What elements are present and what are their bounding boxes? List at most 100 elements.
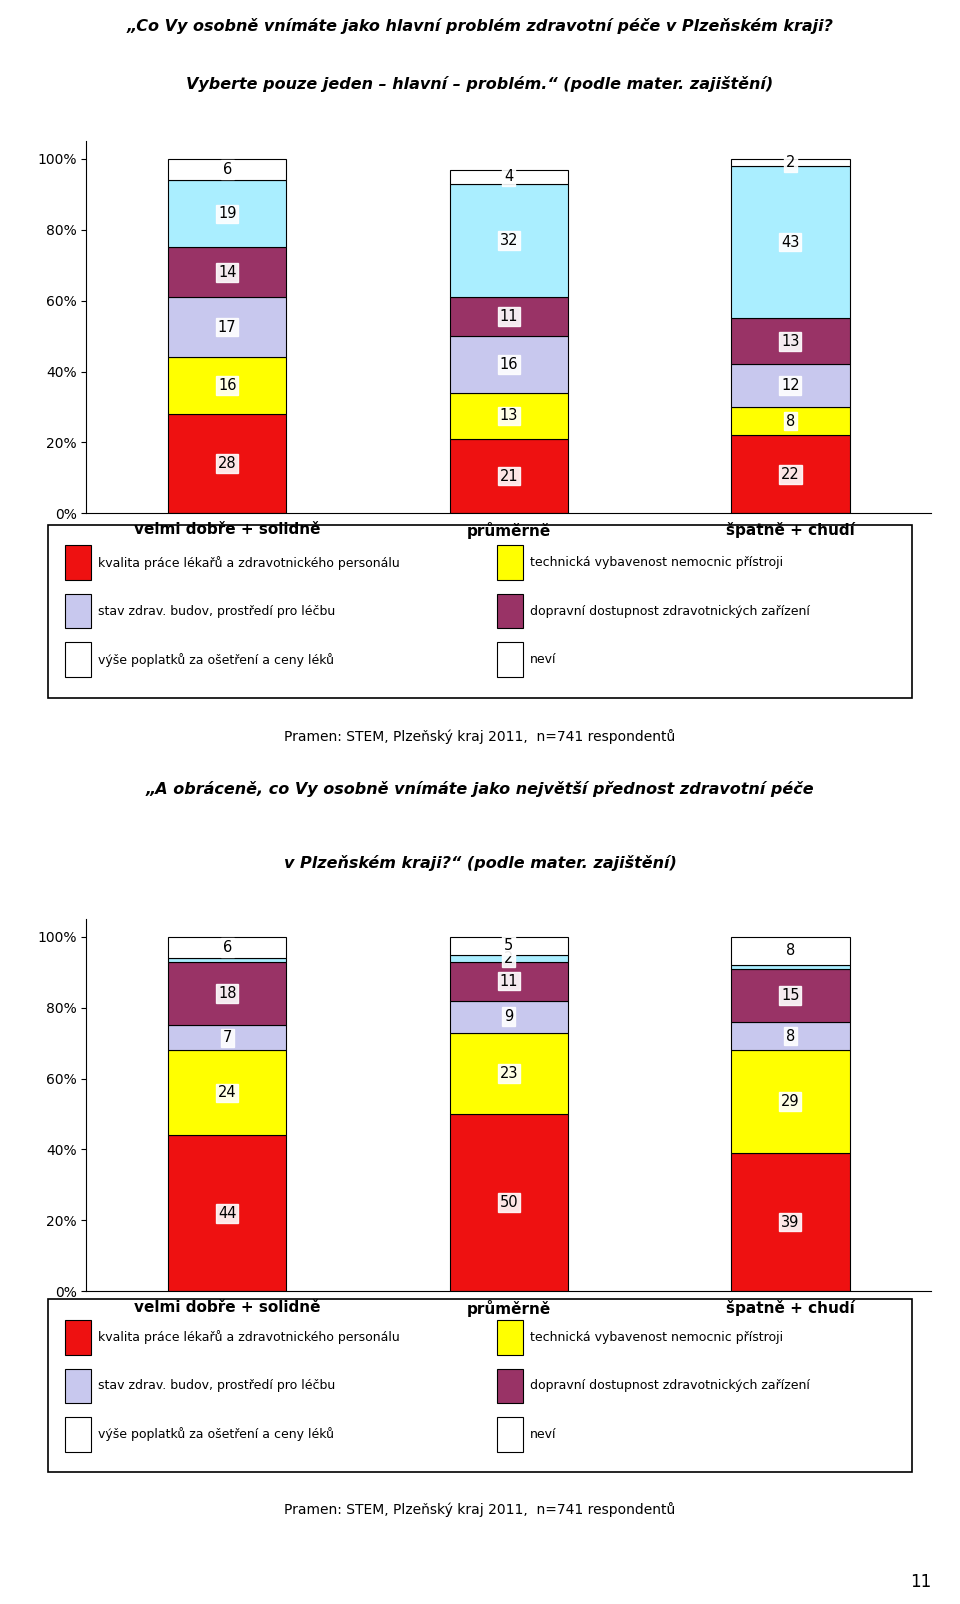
Bar (449, 1033, 568, 1115)
Text: 21: 21 (499, 468, 518, 483)
Text: 23: 23 (499, 1065, 518, 1081)
Text: 11: 11 (910, 1574, 931, 1591)
Bar (732, 937, 850, 966)
Text: 14: 14 (218, 265, 236, 279)
Bar (732, 966, 850, 969)
FancyBboxPatch shape (497, 1320, 523, 1355)
Text: dopravní dostupnost zdravotnických zařízení: dopravní dostupnost zdravotnických zaříz… (530, 1379, 810, 1392)
Text: 15: 15 (781, 988, 800, 1002)
Text: 6: 6 (223, 940, 231, 954)
Bar (449, 393, 568, 439)
Bar (168, 297, 286, 358)
Bar (168, 958, 286, 962)
Text: technická vybavenost nemocnic přístroji: technická vybavenost nemocnic přístroji (530, 1331, 783, 1344)
FancyBboxPatch shape (65, 545, 91, 581)
FancyBboxPatch shape (497, 545, 523, 581)
Text: 24: 24 (218, 1086, 236, 1100)
Text: „Co Vy osobně vnímáte jako hlavní problém zdravotní péče v Plzeňském kraji?: „Co Vy osobně vnímáte jako hlavní problé… (127, 18, 833, 34)
FancyBboxPatch shape (497, 1416, 523, 1452)
Text: 44: 44 (218, 1206, 236, 1221)
Text: 16: 16 (499, 358, 518, 372)
Text: v Plzeňském kraji?“ (podle mater. zajištění): v Plzeňském kraji?“ (podle mater. zajišt… (283, 855, 677, 871)
Bar (168, 962, 286, 1025)
Bar (732, 318, 850, 364)
Text: 19: 19 (218, 207, 236, 221)
Bar (732, 969, 850, 1022)
Bar (168, 247, 286, 297)
Bar (732, 1153, 850, 1291)
Text: 43: 43 (781, 234, 800, 250)
Bar (449, 937, 568, 954)
Bar (168, 180, 286, 247)
Text: 39: 39 (781, 1214, 800, 1230)
Bar (449, 184, 568, 297)
Text: dopravní dostupnost zdravotnických zařízení: dopravní dostupnost zdravotnických zaříz… (530, 605, 810, 618)
Text: 13: 13 (781, 334, 800, 350)
Bar (168, 159, 286, 180)
Bar (449, 439, 568, 513)
Bar (449, 297, 568, 337)
Bar (168, 937, 286, 958)
Text: 2: 2 (504, 951, 514, 966)
Text: výše poplatků za ošetření a ceny léků: výše poplatků za ošetření a ceny léků (98, 1428, 334, 1442)
Text: Pramen: STEM, Plzeňský kraj 2011,  n=741 respondentů: Pramen: STEM, Plzeňský kraj 2011, n=741 … (284, 1501, 676, 1517)
Text: 6: 6 (223, 162, 231, 176)
Bar (732, 1051, 850, 1153)
Text: kvalita práce lékařů a zdravotnického personálu: kvalita práce lékařů a zdravotnického pe… (98, 555, 400, 569)
Bar (168, 1025, 286, 1051)
Text: 9: 9 (504, 1009, 514, 1023)
Bar (732, 364, 850, 407)
Bar (449, 170, 568, 184)
Text: 8: 8 (786, 1028, 795, 1044)
Text: „A obráceně, co Vy osobně vnímáte jako největší přednost zdravotní péče: „A obráceně, co Vy osobně vnímáte jako n… (146, 781, 814, 797)
Text: 17: 17 (218, 319, 236, 335)
Bar (732, 165, 850, 318)
FancyBboxPatch shape (497, 642, 523, 677)
Text: 7: 7 (223, 1030, 232, 1046)
FancyBboxPatch shape (497, 1368, 523, 1404)
Bar (449, 337, 568, 393)
Text: kvalita práce lékařů a zdravotnického personálu: kvalita práce lékařů a zdravotnického pe… (98, 1330, 400, 1344)
Text: 18: 18 (218, 986, 236, 1001)
Text: neví: neví (530, 653, 557, 666)
Text: 11: 11 (499, 310, 518, 324)
Bar (168, 1136, 286, 1291)
Bar (449, 1115, 568, 1291)
FancyBboxPatch shape (65, 642, 91, 677)
Text: 8: 8 (786, 943, 795, 959)
Text: 16: 16 (218, 379, 236, 393)
Bar (732, 1022, 850, 1051)
Text: 29: 29 (781, 1094, 800, 1108)
Bar (168, 358, 286, 414)
FancyBboxPatch shape (65, 1368, 91, 1404)
FancyBboxPatch shape (65, 1416, 91, 1452)
Text: 2: 2 (785, 156, 795, 170)
Text: 8: 8 (786, 414, 795, 428)
Text: stav zdrav. budov, prostředí pro léčbu: stav zdrav. budov, prostředí pro léčbu (98, 605, 335, 618)
FancyBboxPatch shape (65, 593, 91, 629)
Text: výše poplatků za ošetření a ceny léků: výše poplatků za ošetření a ceny léků (98, 653, 334, 667)
Bar (449, 1001, 568, 1033)
Text: 50: 50 (499, 1195, 518, 1209)
Bar (732, 407, 850, 435)
Text: technická vybavenost nemocnic přístroji: technická vybavenost nemocnic přístroji (530, 557, 783, 569)
Text: Vyberte pouze jeden – hlavní – problém.“ (podle mater. zajištění): Vyberte pouze jeden – hlavní – problém.“… (186, 75, 774, 91)
Text: Pramen: STEM, Plzeňský kraj 2011,  n=741 respondentů: Pramen: STEM, Plzeňský kraj 2011, n=741 … (284, 728, 676, 744)
Text: 28: 28 (218, 456, 236, 472)
Text: stav zdrav. budov, prostředí pro léčbu: stav zdrav. budov, prostředí pro léčbu (98, 1379, 335, 1392)
Text: 22: 22 (781, 467, 800, 481)
Text: neví: neví (530, 1428, 557, 1440)
Text: 5: 5 (504, 938, 514, 953)
Bar (168, 1051, 286, 1136)
FancyBboxPatch shape (497, 593, 523, 629)
FancyBboxPatch shape (65, 1320, 91, 1355)
Text: 13: 13 (499, 409, 518, 423)
Text: 32: 32 (499, 233, 518, 249)
Text: 11: 11 (499, 974, 518, 988)
Text: 4: 4 (504, 168, 514, 184)
Bar (732, 435, 850, 513)
Bar (449, 954, 568, 962)
Bar (168, 414, 286, 513)
Text: 12: 12 (781, 379, 800, 393)
Bar (449, 962, 568, 1001)
